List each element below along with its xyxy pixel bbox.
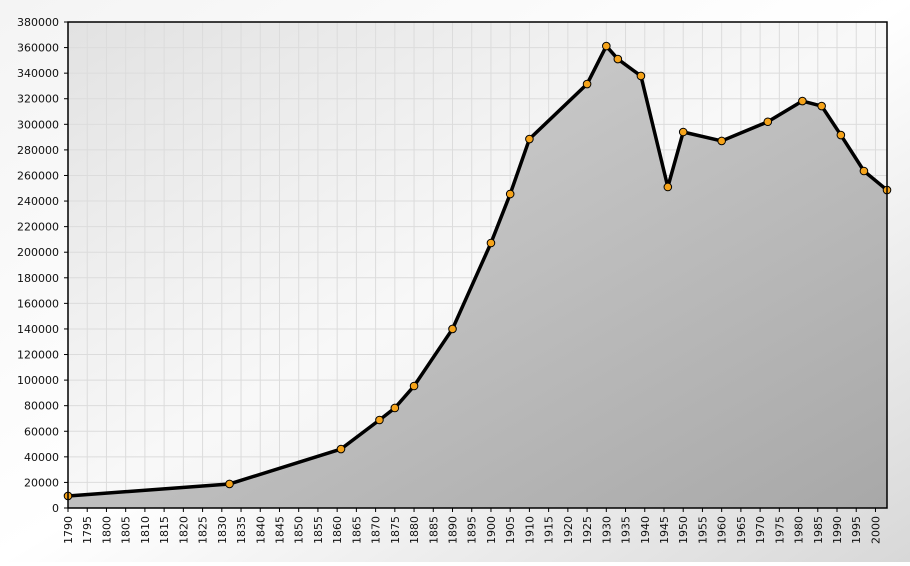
marker (717, 136, 726, 146)
x-tick-label: 1810 (139, 516, 152, 544)
y-tick-label: 260000 (17, 169, 59, 182)
y-tick-label: 380000 (17, 16, 59, 29)
x-tick-label: 1895 (466, 516, 479, 544)
y-tick-label: 200000 (17, 246, 59, 259)
x-tick-label: 1990 (831, 516, 844, 544)
marker (636, 71, 646, 81)
x-tick-label: 1985 (812, 516, 825, 544)
y-tick-label: 180000 (17, 272, 59, 285)
x-tick-label: 1920 (562, 516, 575, 544)
x-tick-label: 1805 (120, 516, 133, 544)
x-tick-label: 1950 (677, 516, 690, 544)
x-tick-label: 1790 (62, 516, 75, 544)
marker (663, 182, 673, 192)
y-tick-label: 240000 (17, 195, 59, 208)
marker (582, 79, 592, 89)
marker (798, 96, 807, 106)
x-tick-label: 1960 (716, 516, 729, 544)
x-tick-label: 1955 (696, 516, 709, 544)
y-tick-label: 40000 (24, 451, 59, 464)
x-tick-label: 1820 (177, 516, 190, 544)
x-tick-label: 1795 (81, 516, 94, 544)
y-tick-label: 100000 (17, 374, 59, 387)
x-tick-label: 1825 (197, 516, 210, 544)
x-tick-label: 1965 (735, 516, 748, 544)
x-tick-label: 1875 (389, 516, 402, 544)
y-tick-label: 360000 (17, 42, 59, 55)
marker (375, 415, 384, 425)
x-tick-label: 1800 (100, 516, 113, 544)
y-tick-label: 320000 (17, 93, 59, 106)
marker (817, 101, 826, 111)
marker (859, 166, 869, 176)
y-tick-label: 60000 (24, 425, 59, 438)
y-tick-label: 80000 (24, 400, 59, 413)
x-tick-label: 1910 (523, 516, 536, 544)
y-tick-label: 300000 (17, 118, 59, 131)
x-tick-label: 2000 (869, 516, 882, 544)
marker (225, 479, 234, 489)
marker (505, 189, 515, 199)
x-tick-label: 1880 (408, 516, 421, 544)
x-tick-label: 1890 (447, 516, 460, 544)
marker (448, 324, 457, 334)
x-tick-label: 1995 (850, 516, 863, 544)
y-tick-label: 140000 (17, 323, 59, 336)
marker (486, 238, 496, 248)
x-tick-label: 1835 (235, 516, 248, 544)
y-tick-label: 20000 (24, 476, 59, 489)
plot-frame (67, 21, 888, 509)
marker (602, 41, 611, 51)
x-tick-label: 1915 (543, 516, 556, 544)
x-tick-label: 1865 (350, 516, 363, 544)
marker (836, 130, 846, 140)
x-tick-label: 1885 (427, 516, 440, 544)
marker (409, 381, 419, 391)
x-tick-label: 1840 (254, 516, 267, 544)
x-tick-label: 1855 (312, 516, 325, 544)
marker (763, 117, 773, 127)
marker (390, 403, 400, 413)
x-tick-label: 1830 (216, 516, 229, 544)
x-tick-label: 1930 (600, 516, 613, 544)
x-tick-label: 1975 (773, 516, 786, 544)
x-tick-label: 1870 (370, 516, 383, 544)
marker (613, 54, 623, 64)
x-tick-label: 1815 (158, 516, 171, 544)
y-tick-label: 120000 (17, 349, 59, 362)
marker (336, 444, 346, 454)
x-tick-label: 1845 (273, 516, 286, 544)
x-tick-label: 1900 (485, 516, 498, 544)
x-tick-label: 1980 (793, 516, 806, 544)
marker (678, 127, 688, 137)
x-tick-label: 1860 (331, 516, 344, 544)
x-tick-label: 1935 (620, 516, 633, 544)
y-tick-label: 220000 (17, 221, 59, 234)
y-tick-label: 280000 (17, 144, 59, 157)
y-tick-label: 340000 (17, 67, 59, 80)
x-tick-label: 1970 (754, 516, 767, 544)
x-tick-label: 1925 (581, 516, 594, 544)
y-tick-label: 160000 (17, 297, 59, 310)
y-tick-label: 0 (52, 502, 59, 515)
marker (525, 134, 534, 144)
x-tick-label: 1940 (639, 516, 652, 544)
x-tick-label: 1850 (293, 516, 306, 544)
x-tick-label: 1905 (504, 516, 517, 544)
x-tick-label: 1945 (658, 516, 671, 544)
